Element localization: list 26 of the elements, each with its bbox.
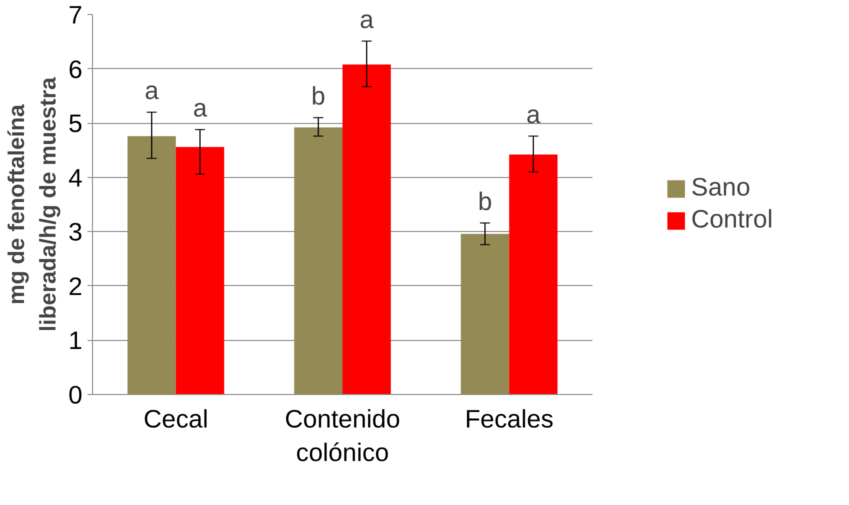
y-tick-label: 4 xyxy=(68,164,83,192)
annotation: a xyxy=(360,6,375,34)
bar xyxy=(128,136,176,394)
y-tick-label: 0 xyxy=(68,382,83,410)
legend-label: Control xyxy=(691,206,773,234)
y-tick-label: 1 xyxy=(68,327,83,356)
y-tick-label: 3 xyxy=(68,218,83,247)
annotation: b xyxy=(311,82,326,111)
annotation: a xyxy=(144,77,160,106)
bar xyxy=(460,234,510,394)
bar xyxy=(294,127,342,394)
annotation: a xyxy=(192,94,208,123)
y-tick-label: 7 xyxy=(68,2,83,30)
bar xyxy=(342,64,391,394)
x-tick-label: Contenido colónico xyxy=(284,406,400,468)
bar xyxy=(509,154,558,394)
annotation: a xyxy=(526,101,542,130)
y-tick-label: 5 xyxy=(68,110,83,138)
y-tick-label: 6 xyxy=(68,56,83,84)
bar xyxy=(176,146,224,394)
x-tick-label: Fecales xyxy=(464,406,554,434)
x-tick-label: Cecal xyxy=(143,406,208,434)
annotation: b xyxy=(478,188,492,216)
legend-label: Sano xyxy=(691,174,750,202)
y-tick-label: 2 xyxy=(68,272,83,301)
y-axis-title: mg de fenoftaleína liberada/h/g de muestra xyxy=(3,76,60,332)
